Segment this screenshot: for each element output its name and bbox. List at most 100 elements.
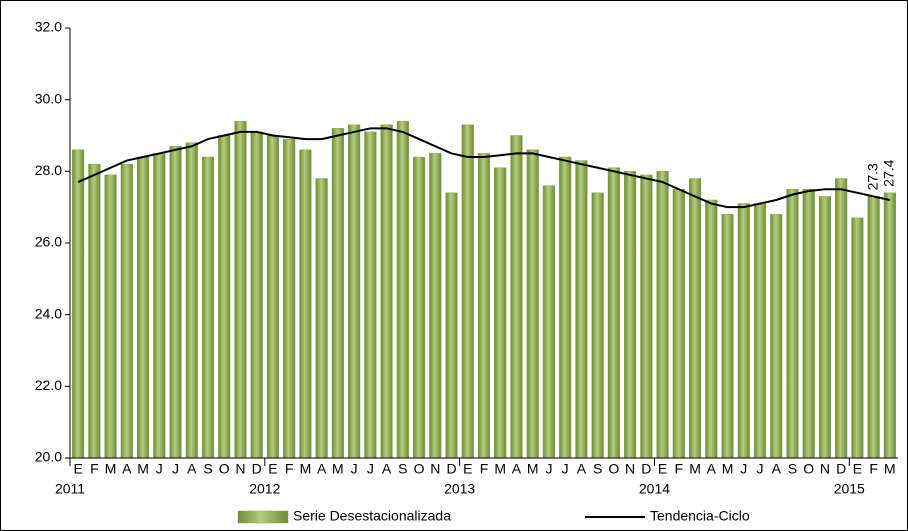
year-label: 2012: [249, 481, 280, 497]
bar: [120, 163, 133, 459]
bar: [640, 174, 653, 459]
x-tick-label: J: [172, 461, 179, 477]
bar: [542, 185, 556, 459]
x-tick-label: D: [836, 461, 846, 477]
bar: [234, 120, 247, 459]
x-tick-label: F: [869, 461, 878, 477]
y-tick-label: 32.0: [35, 19, 62, 35]
x-tick-label: S: [788, 461, 797, 477]
x-tick-label: S: [593, 461, 602, 477]
bar: [72, 149, 85, 459]
x-tick-label: J: [757, 461, 764, 477]
bar: [510, 135, 523, 459]
x-tick-label: J: [740, 461, 747, 477]
trend-line: [77, 127, 891, 209]
x-tick-label: J: [367, 461, 374, 477]
y-tick-label: 30.0: [35, 90, 62, 106]
x-tick-label: F: [480, 461, 489, 477]
year-label: 2015: [834, 481, 865, 497]
bar: [364, 131, 377, 459]
bar: [575, 160, 588, 459]
x-tick-label: N: [625, 461, 635, 477]
legend-label: Tendencia-Ciclo: [650, 508, 750, 524]
bar: [299, 149, 312, 459]
bar: [477, 153, 491, 459]
bar: [88, 163, 101, 459]
x-tick-label: M: [527, 461, 539, 477]
x-tick-label: J: [156, 461, 163, 477]
x-tick-label: A: [707, 461, 717, 477]
bar: [412, 156, 426, 459]
x-tick-label: S: [203, 461, 212, 477]
x-tick-label: F: [90, 461, 99, 477]
bar: [851, 217, 864, 459]
bar: [818, 196, 832, 459]
x-tick-label: M: [689, 461, 701, 477]
legend-swatch: [237, 510, 289, 524]
x-tick-label: A: [317, 461, 327, 477]
x-tick-label: N: [820, 461, 830, 477]
bar: [283, 138, 296, 459]
year-label: 2014: [639, 481, 670, 497]
x-tick-label: S: [398, 461, 407, 477]
x-tick-label: F: [675, 461, 684, 477]
x-tick-label: F: [285, 461, 294, 477]
bar: [429, 153, 442, 459]
bar: [883, 192, 896, 459]
x-tick-label: N: [430, 461, 440, 477]
bar: [380, 124, 393, 459]
y-tick-label: 24.0: [35, 305, 62, 321]
legend-label: Serie Desestacionalizada: [293, 508, 451, 524]
bar: [526, 149, 539, 459]
x-tick-label: D: [252, 461, 262, 477]
bar: [705, 199, 718, 459]
x-tick-label: O: [803, 461, 814, 477]
bar: [624, 171, 637, 459]
x-tick-label: M: [300, 461, 312, 477]
bar: [169, 146, 182, 459]
bar: [185, 142, 198, 459]
bar: [802, 189, 815, 459]
x-tick-label: J: [545, 461, 552, 477]
x-tick-label: O: [219, 461, 230, 477]
bar: [218, 135, 231, 459]
y-tick-label: 26.0: [35, 234, 62, 250]
bar: [250, 131, 263, 459]
data-label: 27.3: [864, 163, 880, 190]
x-tick-label: E: [268, 461, 277, 477]
x-tick-label: M: [332, 461, 344, 477]
bar: [786, 189, 799, 459]
bar: [770, 214, 783, 459]
bar: [396, 120, 409, 459]
year-label: 2013: [444, 481, 475, 497]
x-tick-label: A: [187, 461, 197, 477]
bar: [867, 196, 880, 459]
x-tick-label: J: [351, 461, 358, 477]
bar: [753, 203, 767, 459]
data-label: 27.4: [881, 159, 897, 186]
x-tick-label: D: [446, 461, 456, 477]
x-tick-label: O: [414, 461, 425, 477]
x-tick-label: E: [658, 461, 667, 477]
bar: [737, 203, 750, 459]
bar: [348, 124, 361, 459]
bar: [721, 214, 734, 459]
bar: [331, 128, 344, 459]
x-tick-label: E: [463, 461, 472, 477]
bar: [656, 171, 669, 459]
bar: [266, 135, 280, 459]
y-tick-label: 20.0: [35, 449, 62, 465]
bar: [591, 192, 604, 459]
bar: [835, 178, 848, 459]
bar: [153, 153, 166, 459]
x-tick-label: A: [512, 461, 522, 477]
bar: [104, 174, 117, 459]
x-tick-label: D: [641, 461, 651, 477]
x-tick-label: N: [235, 461, 245, 477]
x-tick-label: A: [577, 461, 587, 477]
x-tick-label: M: [884, 461, 896, 477]
bar: [559, 156, 572, 459]
x-tick-label: M: [494, 461, 506, 477]
